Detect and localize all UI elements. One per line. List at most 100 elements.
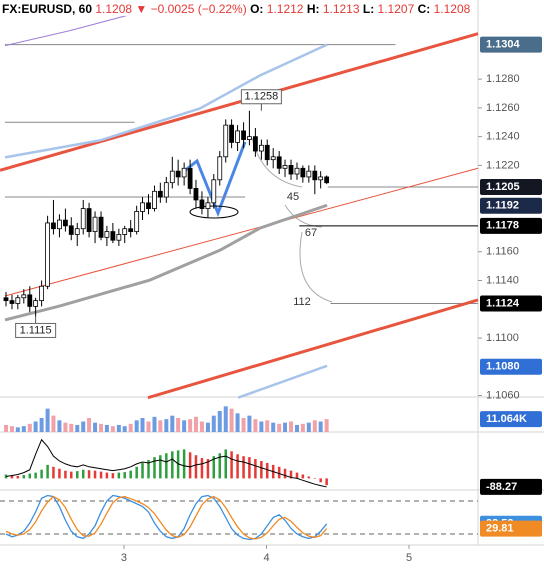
- volume-bar: [63, 422, 68, 432]
- volume-bar: [15, 427, 20, 432]
- volume-bar: [45, 408, 50, 432]
- candle-body: [169, 170, 175, 184]
- candle-body: [300, 167, 306, 178]
- volume-bar: [223, 406, 228, 432]
- price-label: 1.1080: [486, 361, 520, 373]
- candle-body: [163, 182, 169, 198]
- volume-bar: [253, 419, 258, 432]
- histogram-bar: [58, 468, 61, 479]
- candle-body: [45, 222, 51, 287]
- volume-bar: [128, 423, 133, 432]
- candle-body: [288, 165, 294, 175]
- volume-bar: [205, 422, 210, 432]
- candle-body: [152, 190, 157, 209]
- volume-bar: [75, 425, 80, 432]
- candle-body: [306, 170, 312, 178]
- candle-body: [140, 202, 145, 212]
- candle-body: [57, 219, 62, 230]
- stochastic-line: [5, 495, 328, 540]
- candle-body: [229, 124, 234, 143]
- indicator-line: [4, 43, 328, 159]
- volume-bar: [229, 408, 234, 432]
- histogram-bar: [129, 470, 132, 479]
- histogram-bar: [206, 459, 210, 479]
- candle-body: [15, 297, 21, 304]
- price-label: 1.1124: [486, 297, 520, 309]
- volume-bar: [277, 423, 282, 432]
- volume-bar: [51, 415, 56, 432]
- stochastic-label-box: [480, 520, 542, 537]
- candle-body: [187, 167, 193, 189]
- fib-arc: [299, 231, 333, 303]
- volume-bar: [158, 420, 163, 432]
- volume-bar: [81, 421, 86, 432]
- histogram-bar: [289, 470, 293, 479]
- volume-bar: [283, 422, 288, 432]
- candle-body: [116, 234, 122, 241]
- histogram-bar: [87, 470, 91, 479]
- histogram-bar: [159, 455, 162, 479]
- y-tick-label: 1.1060: [486, 389, 520, 401]
- histogram-bar: [75, 471, 79, 479]
- histogram-bar: [265, 462, 269, 479]
- candle-body: [128, 228, 134, 232]
- volume-bar: [99, 423, 104, 432]
- volume-bar: [211, 415, 216, 432]
- histogram-bar: [165, 453, 168, 479]
- indicator-line: [147, 298, 479, 400]
- volume-bar: [259, 421, 264, 432]
- volume-bar: [188, 419, 193, 432]
- volume-bar: [152, 416, 157, 432]
- histogram-bar: [123, 472, 126, 479]
- candle-body: [175, 170, 181, 178]
- indicator-line: [4, 203, 328, 322]
- histogram-bar: [200, 458, 204, 479]
- candle-body: [235, 130, 240, 143]
- volume-bar: [170, 415, 175, 432]
- histogram-bar: [10, 475, 14, 479]
- candle-body: [217, 156, 223, 181]
- ohlc-value: 1.1213: [322, 2, 360, 16]
- volume-bar: [164, 419, 169, 432]
- ohlc-value: 1.1208: [433, 2, 471, 16]
- ohlc-value: 1.1207: [377, 2, 415, 16]
- histogram-bar: [283, 468, 287, 479]
- histogram-bar: [295, 472, 299, 479]
- candle-body: [276, 156, 282, 169]
- candle-body: [122, 228, 128, 235]
- volume-bar: [300, 423, 305, 432]
- price-label: 1.1304: [486, 38, 521, 50]
- candle-body: [193, 188, 199, 201]
- histogram-bar: [242, 456, 245, 479]
- histogram-bar: [182, 449, 186, 479]
- histogram-bar: [171, 451, 174, 479]
- candle-body: [205, 202, 211, 209]
- indicator-line: [4, 14, 131, 47]
- y-tick-label: 1.1100: [486, 332, 519, 344]
- volume-bar: [27, 423, 32, 432]
- volume-bar: [87, 418, 92, 432]
- candle-body: [86, 208, 92, 232]
- candle-body: [199, 199, 205, 209]
- candle-body: [110, 231, 116, 241]
- histogram-bar: [16, 475, 20, 479]
- candle-body: [264, 144, 270, 161]
- volume-bar: [306, 422, 311, 432]
- candle-body: [33, 300, 39, 307]
- price-label-box: [480, 36, 542, 53]
- symbol: FX:EURUSD, 60: [2, 2, 93, 16]
- volume-bar: [110, 426, 115, 432]
- histogram-bar: [111, 473, 115, 479]
- histogram-bar: [212, 456, 216, 479]
- histogram-bar: [248, 457, 251, 479]
- candle-body: [241, 130, 246, 140]
- candle-body: [134, 211, 140, 232]
- volume-bar: [271, 422, 276, 432]
- candle-body: [247, 136, 252, 140]
- candle-body: [324, 176, 330, 184]
- candle-body: [258, 144, 264, 152]
- y-tick-label: 1.1140: [486, 274, 519, 286]
- y-tick-label: 1.1160: [486, 246, 519, 258]
- candle-body: [104, 231, 110, 238]
- ohlc-key: L:: [362, 2, 375, 16]
